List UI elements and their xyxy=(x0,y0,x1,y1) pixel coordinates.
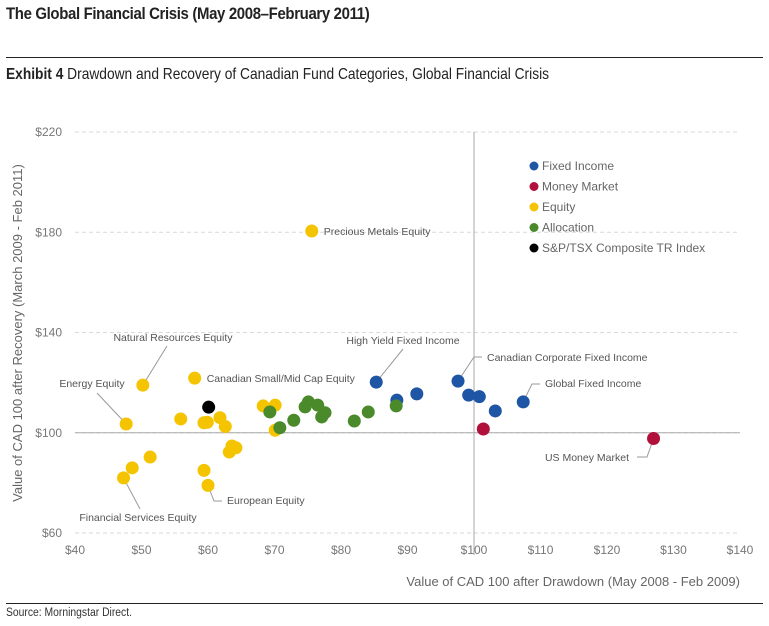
x-tick-label: $70 xyxy=(264,543,284,557)
annotation-label: US Money Market xyxy=(545,452,629,464)
legend: Fixed Income Money Market Equity Allocation… xyxy=(529,159,705,255)
annotation-leader xyxy=(142,345,168,386)
x-tick-label: $100 xyxy=(461,543,488,557)
annotation-leaders xyxy=(96,345,655,510)
x-tick-label: $120 xyxy=(594,543,621,557)
y-tick-label: $60 xyxy=(42,526,62,540)
point-equity xyxy=(188,371,202,385)
reference-lines xyxy=(75,132,740,555)
point-fixed-income xyxy=(472,390,486,404)
point-equity xyxy=(143,450,157,464)
legend-entry: Equity xyxy=(542,200,575,214)
point-allocation xyxy=(263,405,277,419)
exhibit-label: Exhibit 4 xyxy=(6,66,64,83)
point-allocation xyxy=(361,405,375,419)
point-allocation xyxy=(273,421,287,435)
point-fixed-income xyxy=(451,374,465,388)
footer-divider xyxy=(6,603,763,604)
point-equity xyxy=(197,463,211,477)
point-fixed-income xyxy=(488,404,502,418)
legend-entry: S&P/TSX Composite TR Index xyxy=(542,241,705,255)
x-axis-ticks: $40 $50 $60 $70 $80 $90 $100 $110 $120 $130 $140 xyxy=(65,543,754,557)
annotation-label: Canadian Corporate Fixed Income xyxy=(487,352,648,364)
point-allocation xyxy=(318,406,332,420)
annotation-label: High Yield Fixed Income xyxy=(346,335,459,347)
x-tick-label: $40 xyxy=(65,543,85,557)
annotation-label: Energy Equity xyxy=(59,378,125,390)
x-tick-label: $90 xyxy=(397,543,417,557)
point-equity xyxy=(305,224,319,238)
header-divider xyxy=(6,57,763,58)
point-equity xyxy=(119,417,133,431)
y-tick-label: $180 xyxy=(35,225,62,239)
point-money-market xyxy=(476,422,490,436)
legend-marker xyxy=(529,223,539,232)
point-allocation xyxy=(347,414,361,428)
x-tick-label: $60 xyxy=(198,543,218,557)
legend-entry: Money Market xyxy=(542,180,619,194)
annotation-label: Precious Metals Equity xyxy=(324,226,432,238)
point-equity xyxy=(117,471,131,485)
point-equity xyxy=(222,445,236,459)
x-tick-label: $50 xyxy=(131,543,151,557)
annotation-leader xyxy=(375,348,404,383)
x-tick-label: $130 xyxy=(660,543,687,557)
point-money-market xyxy=(647,432,661,446)
point-fixed-income xyxy=(516,395,530,409)
annotation-label: Natural Resources Equity xyxy=(113,332,233,344)
point-s-p-tsx-composite-tr-index xyxy=(202,400,216,414)
annotation-leader xyxy=(522,383,540,403)
y-tick-label: $140 xyxy=(35,326,62,340)
exhibit-description: Drawdown and Recovery of Canadian Fund C… xyxy=(67,66,550,83)
point-fixed-income xyxy=(369,375,383,389)
point-equity xyxy=(200,415,214,429)
point-equity xyxy=(136,378,150,392)
annotations: High Yield Fixed Income Canadian Corporat… xyxy=(59,226,647,524)
legend-marker xyxy=(529,202,539,212)
annotation-leader xyxy=(637,438,655,458)
legend-entry: Allocation xyxy=(542,221,594,235)
point-fixed-income xyxy=(410,387,424,401)
legend-marker xyxy=(529,243,539,253)
x-tick-label: $110 xyxy=(528,543,554,557)
exhibit-title: Exhibit 4 Drawdown and Recovery of Canad… xyxy=(6,66,549,84)
y-tick-label: $220 xyxy=(35,125,62,139)
y-tick-label: $100 xyxy=(35,426,62,440)
annotation-label: European Equity xyxy=(227,495,305,507)
point-equity xyxy=(201,478,215,492)
annotation-leader xyxy=(96,392,127,425)
annotation-label: Financial Services Equity xyxy=(79,512,197,524)
x-axis-label: Value of CAD 100 after Drawdown (May 200… xyxy=(406,574,740,589)
y-axis-ticks: $60 $100 $140 $180 $220 xyxy=(35,125,62,540)
source-note: Source: Morningstar Direct. xyxy=(6,607,132,619)
legend-marker xyxy=(529,161,539,171)
y-axis-label: Value of CAD 100 after Recovery (March 2… xyxy=(10,164,25,502)
x-tick-label: $140 xyxy=(727,543,754,557)
legend-entry: Fixed Income xyxy=(542,159,614,173)
point-equity xyxy=(174,412,188,426)
annotation-label: Global Fixed Income xyxy=(545,378,641,390)
annotation-label: Canadian Small/Mid Cap Equity xyxy=(207,373,356,385)
x-tick-label: $80 xyxy=(331,543,351,557)
point-equity xyxy=(218,419,232,433)
point-allocation xyxy=(287,413,301,427)
data-points xyxy=(117,224,661,492)
annotation-leader xyxy=(457,356,482,382)
point-fixed-income xyxy=(462,388,476,402)
point-equity xyxy=(125,461,139,475)
legend-marker xyxy=(529,182,539,191)
point-allocation xyxy=(389,399,403,413)
page-title: The Global Financial Crisis (May 2008–Fe… xyxy=(6,4,370,23)
